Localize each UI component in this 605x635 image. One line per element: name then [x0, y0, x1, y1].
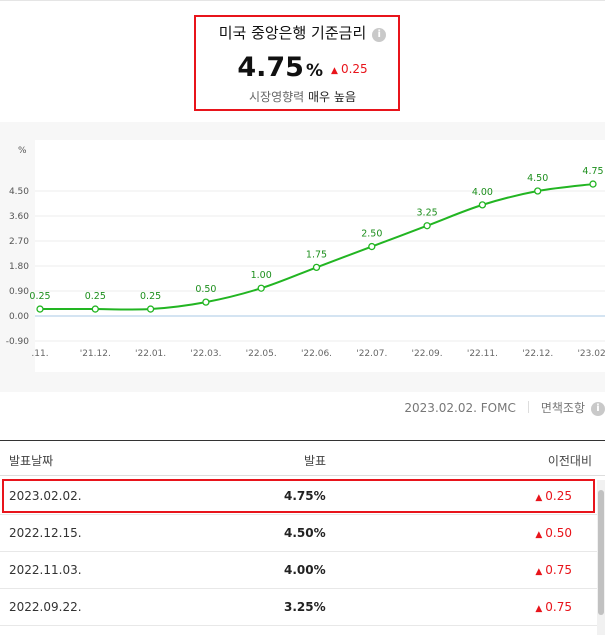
data-label: 4.75: [582, 166, 603, 177]
data-label: 2.50: [361, 229, 382, 240]
data-point: [257, 284, 265, 292]
up-triangle-icon: ▲: [535, 530, 543, 540]
data-label: 4.50: [527, 173, 548, 184]
row-change: ▲ 0.75: [535, 563, 572, 577]
indicator-title: 미국 중앙은행 기준금리: [218, 24, 367, 42]
data-label: 0.25: [140, 291, 161, 302]
plot-area: [35, 140, 605, 372]
impact-level: 매우 높음: [308, 90, 356, 104]
data-label: 0.50: [195, 284, 216, 295]
row-rate: 4.50%: [284, 526, 326, 540]
data-label: 0.25: [29, 291, 50, 302]
rate-change-value: 0.25: [340, 62, 368, 76]
up-triangle-icon: ▲: [535, 604, 543, 614]
y-tick-label: 4.50: [9, 187, 29, 197]
row-change-value: 0.50: [545, 526, 572, 540]
row-change: ▲ 0.25: [535, 489, 572, 503]
rate-line-chart: 4.50 3.60 2.70 1.80 0.90 0.00 -0.90% .11. '21.12…: [6, 140, 605, 372]
x-tick-label: '22.05.: [246, 349, 277, 359]
row-rate: 4.75%: [284, 489, 326, 503]
data-label: 1.75: [306, 249, 327, 260]
y-tick-label: 0.00: [9, 312, 29, 322]
rate-row: 4.75% ▲ 0.25: [0, 52, 605, 83]
data-point: [91, 305, 99, 313]
row-change-value: 0.75: [545, 563, 572, 577]
y-tick-label: 2.70: [9, 237, 29, 247]
x-tick-label: '22.03.: [190, 349, 221, 359]
header-date: 발표날짜: [9, 454, 54, 468]
y-tick-label: 1.80: [9, 262, 29, 272]
row-change-value: 0.75: [545, 600, 572, 614]
row-rate: 3.25%: [284, 600, 326, 614]
data-point: [368, 242, 376, 251]
data-point: [36, 305, 44, 313]
x-tick-label: '22.01.: [135, 349, 166, 359]
x-tick-label: '22.09.: [412, 349, 443, 359]
table-row: 2022.09.22. 3.25% ▲ 0.75: [0, 588, 600, 626]
x-tick-label: '22.12.: [522, 349, 553, 359]
data-point: [202, 298, 210, 306]
table-row: 2022.12.15. 4.50% ▲ 0.50: [0, 514, 600, 552]
y-tick-label: 0.90: [9, 287, 29, 297]
data-point: [312, 263, 321, 272]
y-tick-label: -0.90: [6, 337, 30, 347]
top-divider: [0, 0, 605, 1]
up-triangle-icon: ▲: [535, 567, 543, 577]
x-tick-label: '23.02.: [577, 349, 605, 359]
row-rate: 4.00%: [284, 563, 326, 577]
up-triangle-icon: ▲: [331, 66, 338, 76]
data-label: 4.00: [472, 187, 493, 198]
y-tick-label: 3.60: [9, 212, 29, 222]
data-point: [146, 305, 155, 313]
data-point: [534, 187, 542, 195]
market-impact: 시장영향력 매우 높음: [0, 88, 605, 105]
impact-label: 시장영향력: [249, 90, 309, 104]
y-unit-label: %: [18, 146, 27, 156]
table-scroll-thumb[interactable]: [598, 490, 604, 615]
row-change: ▲ 0.75: [535, 600, 572, 614]
table-row: 2022.11.03. 4.00% ▲ 0.75: [0, 551, 600, 589]
data-label: 0.25: [85, 291, 106, 302]
indicator-title-row: 미국 중앙은행 기준금리 i: [0, 22, 605, 43]
x-tick-label: '22.06.: [301, 349, 332, 359]
data-point: [423, 222, 431, 230]
data-label: 3.25: [417, 208, 438, 219]
x-tick-label: '22.11.: [467, 349, 498, 359]
disclaimer-info-icon[interactable]: i: [591, 402, 605, 416]
source-meta: 2023.02.02. FOMC 면책조항 i: [404, 399, 605, 416]
header-rate: 발표: [304, 454, 327, 468]
table-row: 2023.02.02. 4.75% ▲ 0.25: [0, 477, 600, 515]
x-tick-label: '21.12.: [80, 349, 111, 359]
table-header: 발표날짜 발표 이전대비: [0, 440, 605, 476]
rate-unit: %: [305, 61, 324, 81]
row-date: 2022.11.03.: [9, 563, 82, 577]
disclaimer-link[interactable]: 면책조항: [540, 401, 585, 415]
row-highlight-box: [2, 479, 595, 513]
row-change: ▲ 0.50: [535, 526, 572, 540]
source-label: 2023.02.02. FOMC: [404, 401, 516, 415]
up-triangle-icon: ▲: [535, 493, 543, 503]
header-highlight-box: [194, 15, 400, 111]
x-tick-label: '22.07.: [356, 349, 387, 359]
rate-value: 4.75: [237, 52, 304, 83]
data-point: [478, 201, 487, 209]
data-point: [589, 180, 597, 188]
row-date: 2023.02.02.: [9, 489, 82, 503]
data-label: 1.00: [251, 270, 272, 281]
meta-separator: [527, 401, 529, 413]
rate-change: ▲ 0.25: [331, 62, 368, 76]
x-tick-label: .11.: [31, 349, 48, 359]
row-date: 2022.12.15.: [9, 526, 82, 540]
row-change-value: 0.25: [545, 489, 572, 503]
header-prev: 이전대비: [547, 454, 592, 468]
row-date: 2022.09.22.: [9, 600, 82, 614]
info-icon[interactable]: i: [372, 28, 387, 42]
